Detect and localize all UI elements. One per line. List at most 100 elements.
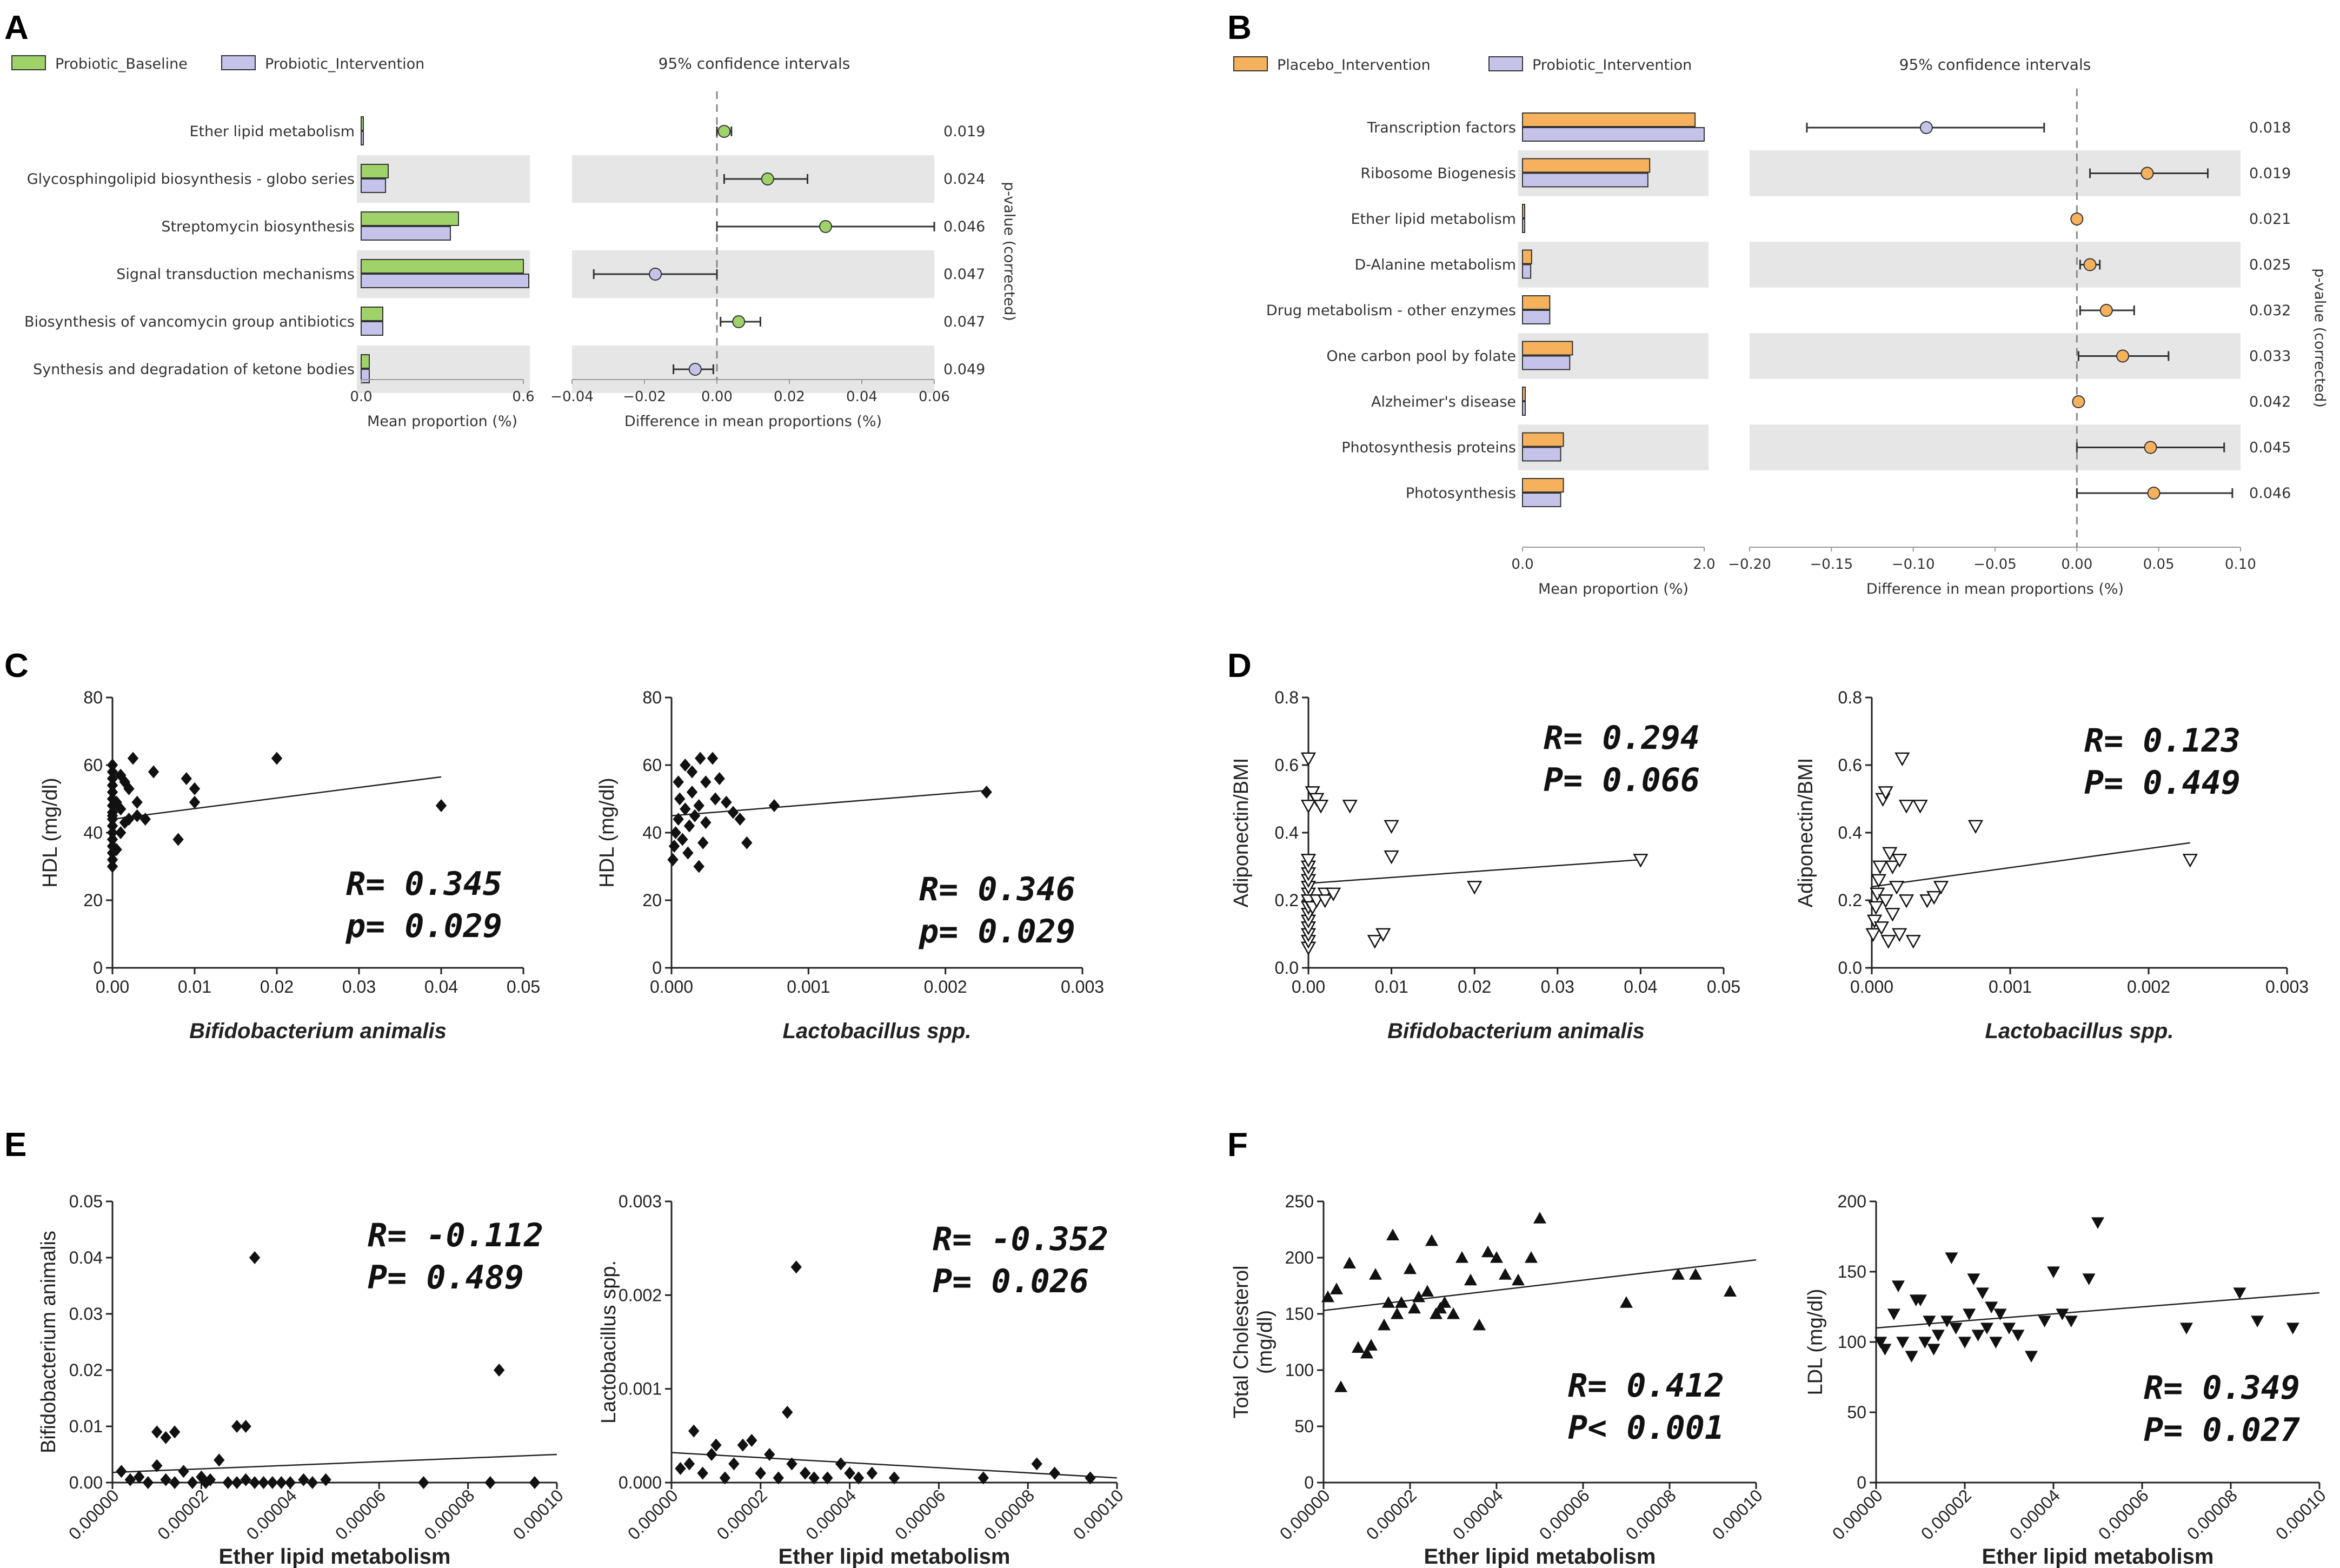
data-point	[1927, 1344, 1940, 1356]
bar-series1	[361, 164, 389, 178]
x-axis-label: Bifidobacterium animalis	[189, 1019, 447, 1043]
data-point	[1878, 1344, 1892, 1356]
panel-label-e: E	[4, 1126, 26, 1164]
p-value: 0.019	[943, 123, 985, 140]
data-point	[1375, 928, 1391, 942]
stat-p: P= 0.026	[933, 1263, 1089, 1300]
data-point	[1894, 752, 1910, 767]
ci-axis-tick-label: −0.20	[1728, 556, 1771, 573]
data-point	[1889, 881, 1905, 895]
data-point	[1313, 800, 1329, 814]
data-point	[710, 1438, 722, 1452]
legend-swatch-2	[221, 55, 256, 70]
x-tick-label: 0.00002	[1917, 1485, 1975, 1543]
ci-axis-tick-label: −0.10	[1892, 556, 1935, 573]
y-tick-label: 0.01	[69, 1417, 103, 1436]
y-tick-label: 0.002	[619, 1285, 662, 1305]
x-tick-label: 0.00004	[2006, 1485, 2064, 1543]
y-tick-label: 0.2	[1838, 891, 1862, 910]
data-point	[160, 1431, 171, 1444]
data-point	[189, 795, 201, 809]
regression-line	[1323, 1259, 1757, 1312]
data-point	[1490, 1251, 1503, 1263]
x-tick-label: 0.03	[342, 977, 376, 996]
data-point	[107, 846, 118, 860]
data-point	[169, 1476, 181, 1489]
p-value: 0.024	[943, 171, 985, 188]
data-point	[700, 816, 712, 829]
x-tick-label: 0.00006	[331, 1485, 389, 1543]
data-point	[151, 1425, 163, 1439]
data-point	[1971, 1330, 1985, 1341]
data-point	[1384, 820, 1399, 834]
data-point	[1300, 752, 1317, 767]
data-point	[1464, 1273, 1477, 1286]
ci-axis-tick-label: 0.05	[2143, 556, 2175, 573]
y-tick-label: 250	[1285, 1192, 1314, 1211]
y-tick-label: 0.6	[1275, 755, 1299, 775]
stat-r: R= 0.349	[2144, 1369, 2300, 1407]
data-point	[1533, 1212, 1546, 1224]
data-point	[707, 752, 719, 765]
stat-r: R= 0.346	[919, 871, 1075, 908]
data-point	[1976, 1287, 1989, 1299]
data-point	[1481, 1245, 1494, 1258]
data-point	[677, 833, 688, 846]
ci-point	[717, 125, 731, 138]
plot-c2: 0 20 40 60 80 0.000 0.001 0.002 0.003 Lactobacill…	[596, 688, 1104, 1043]
legend-label-2: Probiotic_Intervention	[1532, 57, 1692, 74]
category-label: Transcription factors	[1367, 119, 1516, 136]
bar-series1	[1522, 432, 1564, 447]
data-point	[728, 1457, 740, 1471]
ci-point	[732, 315, 746, 328]
p-value: 0.046	[943, 218, 985, 235]
data-point	[1325, 887, 1341, 902]
data-point	[1866, 914, 1883, 929]
ci-axis-tick-label: 0.00	[2061, 556, 2092, 573]
data-point	[107, 792, 118, 806]
bar-series2	[361, 226, 451, 241]
data-point	[1873, 921, 1890, 935]
ci-point	[1919, 121, 1933, 134]
data-point	[1872, 860, 1888, 875]
legend-label-1: Placebo_Intervention	[1277, 57, 1431, 74]
data-point	[1963, 1308, 1976, 1320]
data-point	[1892, 1280, 1905, 1292]
p-value: 0.045	[2249, 440, 2291, 456]
data-point	[1724, 1285, 1737, 1297]
data-point	[200, 1476, 211, 1489]
data-point	[1870, 887, 1885, 902]
category-label: Streptomycin biosynthesis	[161, 218, 355, 235]
data-point	[172, 833, 184, 846]
bar-series1	[361, 116, 364, 131]
bar-series1	[361, 211, 459, 226]
data-point	[1305, 786, 1320, 800]
p-value: 0.047	[943, 314, 985, 330]
plot-c1: 0 20 40 60 80 0.00 0.01 0.02 0.03 0.04 0.05 Bifidob…	[39, 688, 540, 1043]
bar-series1	[361, 259, 524, 274]
data-point	[888, 1471, 900, 1485]
x-tick-label: 0.00000	[1829, 1485, 1886, 1543]
data-point	[1367, 935, 1383, 949]
data-point	[493, 1364, 505, 1377]
y-tick-label: 0.8	[1275, 688, 1299, 707]
data-point	[1321, 1290, 1334, 1303]
panel-label-a: A	[4, 9, 29, 46]
ci-axis-tick-label: −0.05	[1973, 556, 2017, 573]
ci-point	[819, 220, 832, 233]
bar-series1	[1522, 204, 1525, 218]
data-point	[1499, 1268, 1512, 1280]
data-point	[1447, 1307, 1460, 1319]
x-tick-label: 0.00002	[713, 1485, 771, 1543]
data-point	[2233, 1287, 2246, 1299]
data-point	[1330, 1283, 1343, 1294]
data-point	[2003, 1323, 2016, 1334]
x-tick-label: 0.00008	[420, 1485, 478, 1543]
x-tick-label: 0.00010	[1709, 1485, 1766, 1543]
data-point	[1309, 793, 1325, 807]
data-point	[786, 1457, 797, 1471]
data-point	[1898, 800, 1914, 814]
x-tick-label: 0.002	[2127, 977, 2170, 996]
y-axis-label: HDL (mg/dl)	[596, 778, 619, 887]
data-point	[1985, 1301, 1998, 1313]
